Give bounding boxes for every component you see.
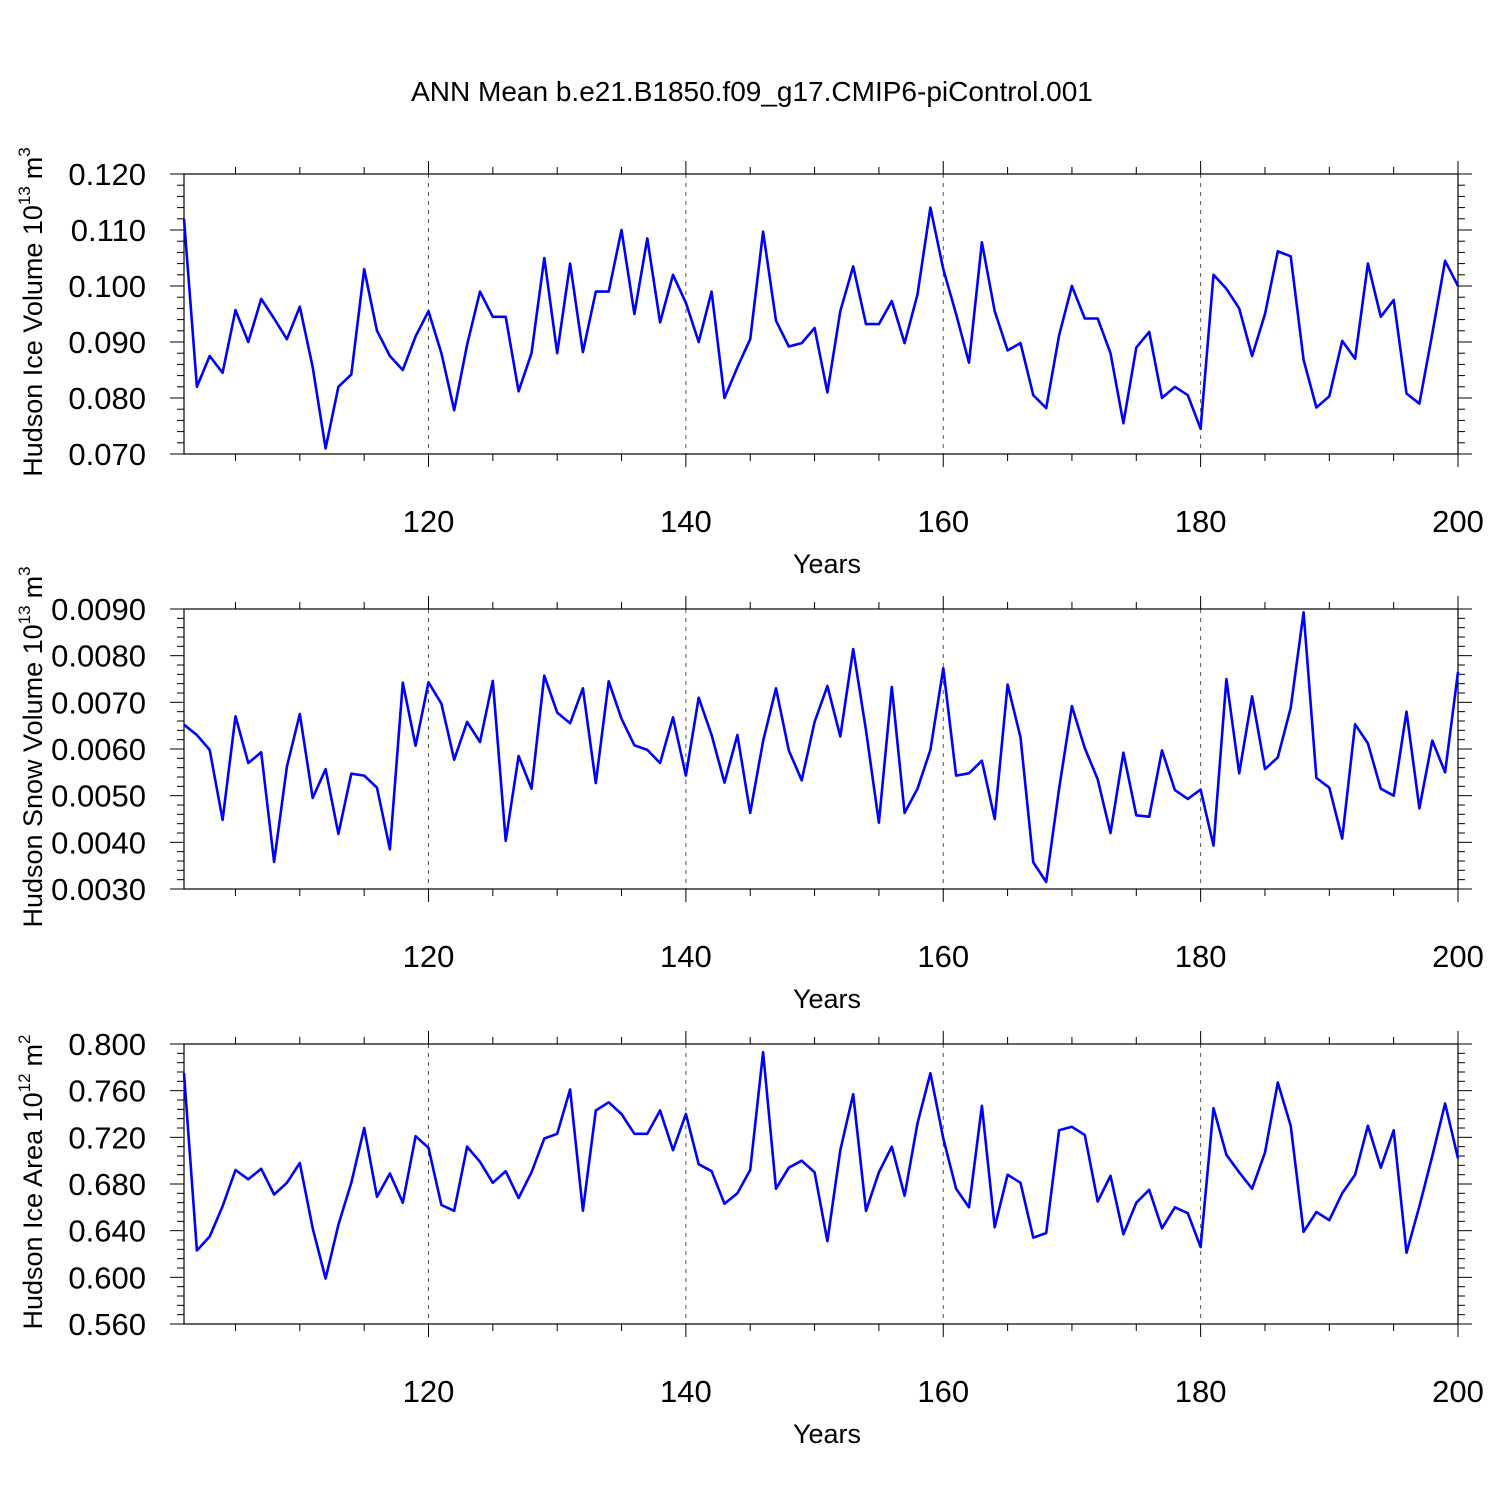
- y-axis-label-text: Hudson Snow Volume 10: [18, 624, 48, 927]
- y-tick-label: 0.100: [68, 269, 146, 304]
- plot-frame: [183, 173, 1459, 455]
- y-tick-label: 0.070: [68, 437, 146, 472]
- y-tick-label: 0.0080: [51, 639, 146, 674]
- y-tick-label: 0.120: [68, 157, 146, 192]
- x-tick-label: 160: [917, 504, 969, 539]
- y-axis-label-unit-exponent: 2: [15, 1034, 34, 1043]
- y-axis-label-text: Hudson Ice Volume 10: [18, 205, 48, 477]
- x-tick-label: 180: [1175, 504, 1227, 539]
- chart-panel-2: 120 140 160 180 200 0.0030 0.0040 0.0050 0.0060 0…: [15, 566, 1484, 1014]
- y-tick-label: 0.080: [68, 381, 146, 416]
- chart-panel-3: 120 140 160 180 200 0.560 0.600 0.640 0.680 0.720…: [15, 1027, 1484, 1449]
- y-tick-label: 0.0060: [51, 732, 146, 767]
- x-tick-label: 160: [917, 939, 969, 974]
- x-tick-label: 200: [1432, 939, 1484, 974]
- y-axis-label-exponent: 13: [15, 605, 34, 624]
- y-tick-label: 0.760: [68, 1074, 146, 1109]
- y-axis-label-text: Hudson Ice Area 10: [18, 1092, 48, 1329]
- series-line: [182, 1050, 1460, 1280]
- y-tick-label: 0.110: [71, 213, 146, 248]
- x-tick-label: 140: [660, 939, 712, 974]
- x-tick-label: 160: [917, 1374, 969, 1409]
- x-tick-label: 180: [1175, 939, 1227, 974]
- series-line: [182, 206, 1460, 450]
- y-tick-label: 0.090: [68, 325, 146, 360]
- y-axis-label-exponent: 13: [15, 186, 34, 205]
- x-tick-label: 140: [660, 504, 712, 539]
- x-axis-label: Years: [793, 1419, 861, 1449]
- y-axis-label-unit: m: [18, 576, 48, 599]
- y-tick-label: 0.600: [68, 1260, 146, 1295]
- y-axis-label-exponent: 12: [15, 1073, 34, 1092]
- y-tick-label: 0.640: [68, 1214, 146, 1249]
- y-axis-label-unit-exponent: 3: [15, 566, 34, 575]
- x-tick-label: 120: [403, 939, 455, 974]
- y-tick-label: 0.0050: [51, 779, 146, 814]
- series-line: [183, 610, 1460, 884]
- y-tick-label: 0.0040: [51, 825, 146, 860]
- y-tick-label: 0.0030: [51, 872, 146, 907]
- x-tick-label: 180: [1175, 1374, 1227, 1409]
- y-axis-label-unit: m: [18, 1044, 48, 1067]
- y-axis-label-unit: m: [18, 157, 48, 180]
- x-tick-label: 200: [1432, 504, 1484, 539]
- y-tick-label: 0.0090: [51, 592, 146, 627]
- x-tick-label: 200: [1432, 1374, 1484, 1409]
- y-tick-label: 0.680: [68, 1167, 146, 1202]
- x-axis-label: Years: [793, 549, 861, 579]
- figure-title: ANN Mean b.e21.B1850.f09_g17.CMIP6-piCon…: [411, 76, 1093, 107]
- x-tick-label: 140: [660, 1374, 712, 1409]
- y-axis-label: Hudson Ice Volume 1013 m3: [15, 147, 48, 477]
- y-axis-label: Hudson Ice Area 1012 m2: [15, 1034, 48, 1329]
- x-axis-label: Years: [793, 984, 861, 1014]
- y-axis-label-unit-exponent: 3: [15, 147, 34, 156]
- y-tick-label: 0.800: [68, 1027, 146, 1062]
- y-tick-label: 0.0070: [51, 685, 146, 720]
- y-tick-label: 0.560: [68, 1307, 146, 1342]
- x-tick-label: 120: [403, 504, 455, 539]
- y-axis-label: Hudson Snow Volume 1013 m3: [15, 566, 48, 927]
- x-tick-label: 120: [403, 1374, 455, 1409]
- plot-frame: [183, 608, 1459, 890]
- chart-panel-1: 120 140 160 180 200 0.070 0.080 0.090 0.100 0.110…: [15, 147, 1484, 579]
- y-tick-label: 0.720: [68, 1120, 146, 1155]
